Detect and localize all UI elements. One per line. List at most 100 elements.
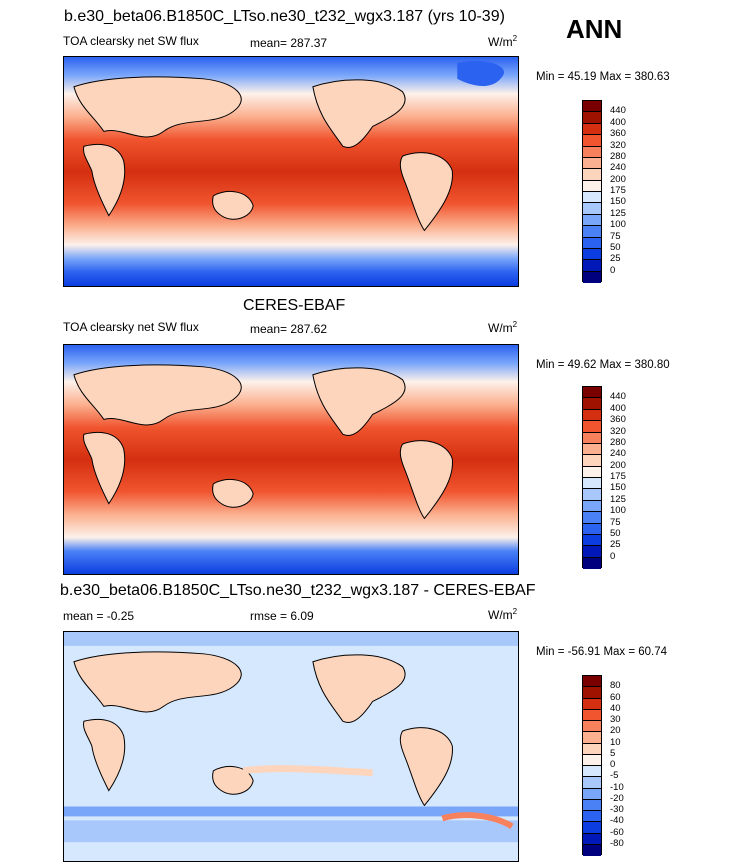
colorbar-swatch bbox=[583, 421, 601, 433]
panel2-map-field bbox=[64, 345, 518, 574]
colorbar-swatch bbox=[583, 203, 601, 215]
colorbar-tick-label: -40 bbox=[610, 815, 624, 827]
panel2-title: CERES-EBAF bbox=[243, 297, 346, 314]
colorbar-tick-label: 440 bbox=[610, 105, 626, 117]
colorbar-swatch bbox=[583, 766, 601, 778]
colorbar-swatch bbox=[583, 478, 601, 490]
colorbar-tick-label: 400 bbox=[610, 116, 626, 128]
panel3-units: W/m2 bbox=[488, 607, 518, 622]
panel3-colorbar bbox=[582, 675, 602, 856]
panel1-mean: mean= 287.37 bbox=[250, 36, 328, 50]
colorbar-tick-label: 20 bbox=[610, 725, 621, 737]
panel2-mean: mean= 287.62 bbox=[250, 322, 328, 336]
colorbar-swatch bbox=[583, 271, 601, 283]
colorbar-swatch bbox=[583, 214, 601, 227]
colorbar-swatch bbox=[583, 180, 601, 192]
colorbar-swatch bbox=[583, 443, 601, 456]
colorbar-swatch bbox=[583, 157, 601, 170]
colorbar-swatch bbox=[583, 534, 601, 547]
colorbar-swatch bbox=[583, 754, 601, 766]
panel2-map bbox=[63, 344, 519, 575]
panel1-colorbar bbox=[582, 100, 602, 283]
colorbar-tick-label: 25 bbox=[610, 253, 621, 265]
colorbar-tick-label: 175 bbox=[610, 471, 626, 482]
colorbar-tick-label: 280 bbox=[610, 436, 626, 448]
colorbar-tick-label: 25 bbox=[610, 539, 621, 551]
colorbar-swatch bbox=[583, 169, 601, 181]
colorbar-tick-label: 150 bbox=[610, 482, 626, 494]
colorbar-tick-label: 150 bbox=[610, 196, 626, 208]
panel3-map-field bbox=[64, 632, 518, 861]
colorbar-swatch bbox=[583, 844, 601, 856]
colorbar-swatch bbox=[583, 833, 601, 845]
colorbar-swatch bbox=[583, 557, 601, 569]
panel1-title: b.e30_beta06.B1850C_LTso.ne30_t232_wgx3.… bbox=[64, 8, 505, 25]
panel3-minmax: Min = -56.91 Max = 60.74 bbox=[536, 646, 668, 658]
colorbar-tick-label: -10 bbox=[610, 781, 624, 793]
panel2-minmax: Min = 49.62 Max = 380.80 bbox=[536, 359, 670, 371]
colorbar-swatch bbox=[583, 546, 601, 558]
colorbar-tick-label: 5 bbox=[610, 747, 616, 759]
colorbar-swatch bbox=[583, 698, 601, 710]
colorbar-swatch bbox=[583, 721, 601, 733]
colorbar-swatch bbox=[583, 687, 601, 699]
colorbar-tick-label: 320 bbox=[610, 139, 626, 151]
colorbar-swatch bbox=[583, 237, 601, 249]
colorbar-tick-label: -60 bbox=[610, 826, 624, 838]
colorbar-tick-label: 75 bbox=[610, 516, 621, 528]
colorbar-tick-label: 100 bbox=[610, 219, 626, 231]
panel3-mean: mean = -0.25 bbox=[63, 609, 135, 623]
colorbar-swatch bbox=[583, 500, 601, 513]
colorbar-tick-label: -30 bbox=[610, 804, 624, 815]
panel1-variable: TOA clearsky net SW flux bbox=[63, 34, 199, 48]
panel2-colorbar bbox=[582, 386, 602, 569]
colorbar-swatch bbox=[583, 732, 601, 744]
colorbar-swatch bbox=[583, 822, 601, 834]
colorbar-swatch bbox=[583, 248, 601, 261]
colorbar-swatch bbox=[583, 512, 601, 524]
colorbar-tick-label: 30 bbox=[610, 714, 621, 725]
colorbar-tick-label: 0 bbox=[610, 264, 616, 276]
colorbar-swatch bbox=[583, 523, 601, 535]
colorbar-swatch bbox=[583, 260, 601, 272]
colorbar-swatch bbox=[583, 398, 601, 410]
colorbar-tick-label: 280 bbox=[610, 150, 626, 162]
colorbar-swatch bbox=[583, 799, 601, 811]
colorbar-tick-label: -5 bbox=[610, 770, 619, 782]
panel1-map bbox=[63, 56, 519, 287]
colorbar-tick-label: 0 bbox=[610, 759, 616, 770]
colorbar-tick-label: 320 bbox=[610, 425, 626, 437]
colorbar-swatch bbox=[583, 489, 601, 501]
colorbar-swatch bbox=[583, 146, 601, 158]
colorbar-tick-label: -80 bbox=[610, 837, 624, 849]
colorbar-tick-label: 200 bbox=[610, 459, 626, 471]
colorbar-tick-label: 125 bbox=[610, 493, 626, 505]
colorbar-swatch bbox=[583, 112, 601, 124]
panel3-title: b.e30_beta06.B1850C_LTso.ne30_t232_wgx3.… bbox=[60, 582, 536, 599]
colorbar-tick-label: 10 bbox=[610, 736, 621, 748]
colorbar-tick-label: 100 bbox=[610, 505, 626, 517]
panel3-map bbox=[63, 631, 519, 862]
panel3-rmse: rmse = 6.09 bbox=[250, 609, 314, 623]
colorbar-tick-label: 0 bbox=[610, 550, 616, 562]
colorbar-swatch bbox=[583, 466, 601, 478]
colorbar-tick-label: 60 bbox=[610, 691, 621, 703]
colorbar-swatch bbox=[583, 432, 601, 444]
colorbar-swatch bbox=[583, 135, 601, 147]
colorbar-swatch bbox=[583, 455, 601, 467]
colorbar-tick-label: 440 bbox=[610, 391, 626, 403]
colorbar-swatch bbox=[583, 101, 601, 113]
panel2-variable: TOA clearsky net SW flux bbox=[63, 320, 199, 334]
colorbar-tick-label: 40 bbox=[610, 702, 621, 714]
colorbar-tick-label: 125 bbox=[610, 207, 626, 219]
panel1-units: W/m2 bbox=[488, 34, 518, 49]
colorbar-tick-label: 175 bbox=[610, 185, 626, 196]
panel2-units: W/m2 bbox=[488, 320, 518, 335]
colorbar-tick-label: 50 bbox=[610, 527, 621, 539]
colorbar-swatch bbox=[583, 123, 601, 136]
colorbar-swatch bbox=[583, 811, 601, 823]
colorbar-swatch bbox=[583, 788, 601, 800]
colorbar-swatch bbox=[583, 709, 601, 721]
season-label: ANN bbox=[566, 14, 623, 44]
colorbar-tick-label: 50 bbox=[610, 241, 621, 253]
